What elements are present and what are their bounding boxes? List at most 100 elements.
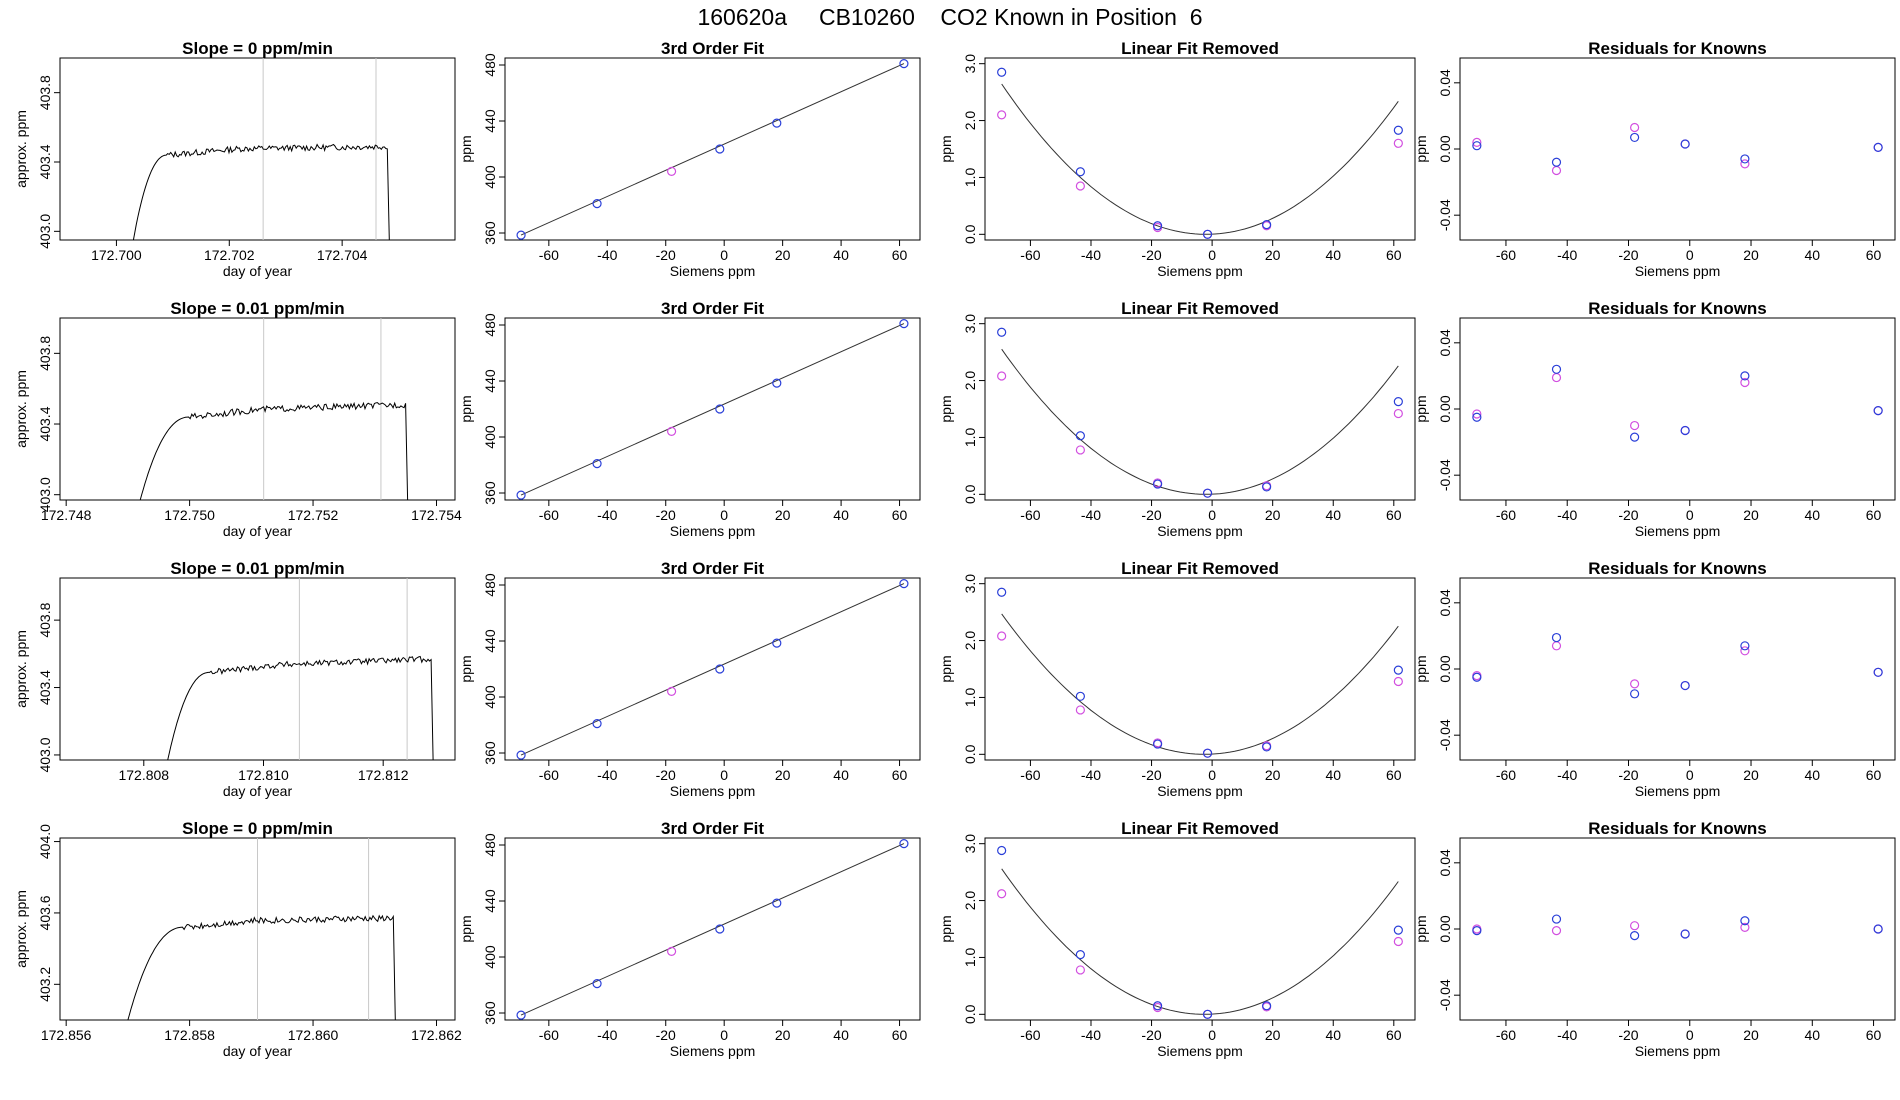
x-tick-label: -40 bbox=[1557, 1027, 1577, 1043]
x-tick-label: 20 bbox=[1265, 507, 1281, 523]
y-tick-label: 480 bbox=[482, 53, 498, 77]
y-tick-label: 0.00 bbox=[1437, 395, 1453, 422]
y-axis-label: ppm bbox=[458, 135, 474, 162]
data-point-magenta bbox=[1551, 372, 1562, 383]
y-tick-label: 0.04 bbox=[1437, 849, 1453, 876]
panel-title: Slope = 0 ppm/min bbox=[182, 39, 333, 58]
x-axis-label: day of year bbox=[223, 263, 293, 279]
x-tick-label: 60 bbox=[1866, 1027, 1882, 1043]
data-point-blue bbox=[1740, 154, 1750, 164]
data-point bbox=[666, 426, 677, 436]
data-point-blue bbox=[1262, 742, 1272, 752]
data-point-magenta bbox=[1551, 641, 1562, 651]
panel-title: 3rd Order Fit bbox=[661, 299, 764, 318]
x-tick-label: -20 bbox=[1618, 247, 1638, 263]
plot-frame bbox=[984, 577, 1416, 761]
x-tick-label: 60 bbox=[1386, 507, 1402, 523]
page-title: 160620a CB10260 CO2 Known in Position 6 bbox=[697, 4, 1203, 30]
data-point bbox=[899, 578, 909, 589]
x-tick-label: -20 bbox=[656, 1027, 676, 1043]
data-point-magenta bbox=[997, 371, 1007, 381]
y-axis-label: ppm bbox=[458, 915, 474, 942]
y-tick-label: 403.6 bbox=[37, 895, 53, 930]
panel-title: Slope = 0.01 ppm/min bbox=[170, 299, 344, 318]
data-point-blue bbox=[1472, 412, 1482, 422]
data-point-magenta bbox=[1075, 965, 1085, 975]
x-tick-label: 172.700 bbox=[91, 247, 142, 263]
x-tick-label: 20 bbox=[775, 507, 791, 523]
y-tick-label: 2.0 bbox=[962, 111, 978, 131]
x-tick-label: 60 bbox=[1866, 507, 1882, 523]
y-tick-label: 3.0 bbox=[962, 574, 978, 594]
x-tick-label: -40 bbox=[597, 1027, 617, 1043]
x-tick-label: -60 bbox=[1020, 1027, 1040, 1043]
x-tick-label: -40 bbox=[1081, 1027, 1101, 1043]
data-point-magenta bbox=[1551, 165, 1562, 176]
panel-0-3 bbox=[1454, 57, 1896, 246]
x-tick-label: 20 bbox=[1743, 767, 1759, 783]
y-tick-label: 403.0 bbox=[37, 477, 53, 512]
panel-1-1 bbox=[499, 317, 921, 506]
x-axis-label: Siemens ppm bbox=[1635, 783, 1721, 799]
data-point-blue bbox=[1740, 916, 1750, 926]
x-tick-label: 20 bbox=[1265, 1027, 1281, 1043]
y-tick-label: 400 bbox=[482, 685, 498, 709]
data-point bbox=[772, 118, 782, 128]
panel-2-0 bbox=[54, 577, 456, 766]
x-tick-label: 40 bbox=[1325, 507, 1341, 523]
x-tick-label: -40 bbox=[1557, 767, 1577, 783]
data-point bbox=[772, 378, 782, 388]
x-tick-label: 60 bbox=[892, 767, 908, 783]
x-axis-label: Siemens ppm bbox=[1157, 263, 1243, 279]
y-tick-label: 2.0 bbox=[962, 371, 978, 391]
x-tick-label: -20 bbox=[1141, 247, 1161, 263]
x-tick-label: 40 bbox=[1325, 767, 1341, 783]
y-tick-label: 0.04 bbox=[1437, 69, 1453, 96]
x-tick-label: 60 bbox=[892, 507, 908, 523]
x-tick-label: 40 bbox=[833, 507, 849, 523]
data-point-magenta bbox=[1393, 936, 1403, 947]
x-tick-label: 60 bbox=[892, 1027, 908, 1043]
data-point bbox=[592, 978, 602, 989]
plot-frame bbox=[504, 57, 921, 241]
x-tick-label: -20 bbox=[1141, 767, 1161, 783]
panel-1-0 bbox=[54, 317, 456, 506]
x-axis-label: Siemens ppm bbox=[1635, 1043, 1721, 1059]
plot-frame bbox=[1459, 57, 1896, 241]
panel-2-3 bbox=[1454, 577, 1896, 766]
data-point-blue bbox=[1630, 689, 1640, 699]
panel-title: Slope = 0.01 ppm/min bbox=[170, 559, 344, 578]
plot-frame bbox=[59, 577, 456, 761]
x-tick-label: -60 bbox=[1496, 507, 1516, 523]
data-point-blue bbox=[1680, 680, 1690, 691]
y-tick-label: 400 bbox=[482, 945, 498, 969]
data-point-blue bbox=[1262, 220, 1272, 230]
x-tick-label: 40 bbox=[1325, 1027, 1341, 1043]
data-point bbox=[516, 490, 526, 500]
x-tick-label: 172.808 bbox=[118, 767, 169, 783]
panel-2-1 bbox=[499, 577, 921, 766]
x-tick-label: -40 bbox=[597, 507, 617, 523]
y-tick-label: 0.04 bbox=[1437, 329, 1453, 356]
x-tick-label: 0 bbox=[1686, 507, 1694, 523]
y-tick-label: 403.0 bbox=[37, 737, 53, 772]
x-tick-label: -60 bbox=[1020, 767, 1040, 783]
data-point-blue bbox=[1393, 925, 1403, 935]
data-point-magenta bbox=[997, 631, 1007, 641]
y-tick-label: 0.0 bbox=[962, 744, 978, 764]
y-tick-label: 403.8 bbox=[37, 336, 53, 371]
data-point bbox=[666, 166, 677, 176]
y-tick-label: 1.0 bbox=[962, 167, 978, 187]
plot-frame bbox=[59, 57, 456, 241]
panel-title: 3rd Order Fit bbox=[661, 819, 764, 838]
data-point bbox=[715, 144, 725, 154]
plot-frame bbox=[504, 317, 921, 501]
y-tick-label: 440 bbox=[482, 109, 498, 133]
plot-frame bbox=[504, 837, 921, 1021]
concentration-trace bbox=[167, 655, 434, 761]
x-tick-label: 172.754 bbox=[411, 507, 462, 523]
panel-3-3 bbox=[1454, 837, 1896, 1026]
y-tick-label: 360 bbox=[482, 741, 498, 765]
y-tick-label: -0.04 bbox=[1437, 719, 1453, 751]
x-tick-label: -60 bbox=[539, 247, 559, 263]
